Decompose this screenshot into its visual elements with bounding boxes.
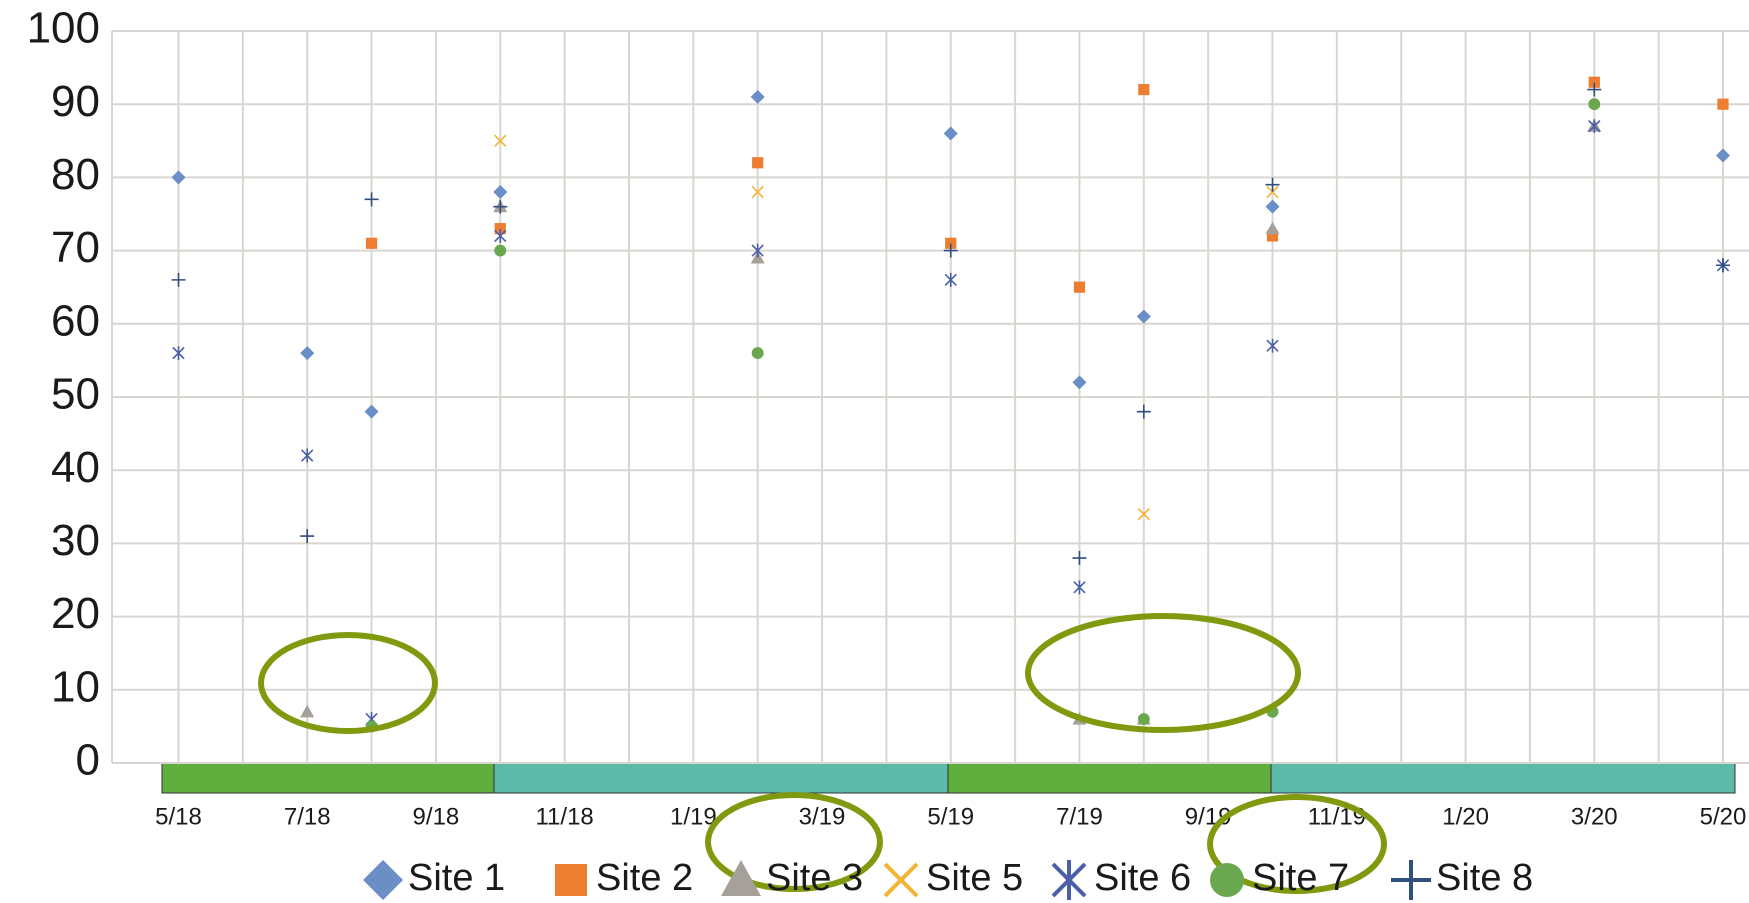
y-tick-label: 70 bbox=[51, 223, 100, 272]
y-tick-label: 100 bbox=[27, 4, 100, 53]
point bbox=[300, 704, 315, 718]
legend-label: Site 3 bbox=[766, 857, 863, 899]
point bbox=[494, 223, 506, 235]
point bbox=[494, 228, 507, 243]
point bbox=[300, 529, 315, 544]
legend-item: Site 6 bbox=[1051, 857, 1191, 900]
point bbox=[751, 185, 764, 199]
x-tick-label: 5/20 bbox=[1700, 803, 1747, 830]
y-tick-label: 50 bbox=[51, 370, 100, 419]
y-tick-label: 80 bbox=[51, 150, 100, 199]
legend-label: Site 2 bbox=[596, 857, 693, 899]
x-tick-label: 7/19 bbox=[1056, 803, 1103, 830]
point bbox=[493, 185, 508, 200]
point bbox=[364, 192, 379, 207]
legend-label: Site 8 bbox=[1436, 857, 1533, 899]
point bbox=[364, 404, 379, 419]
legend-label: Site 1 bbox=[408, 857, 505, 899]
point bbox=[365, 237, 378, 249]
point bbox=[1073, 281, 1086, 293]
x-tick-label: 3/20 bbox=[1571, 803, 1618, 830]
point bbox=[172, 346, 185, 361]
legend-item: Site 8 bbox=[1391, 857, 1533, 900]
legend-marker bbox=[883, 862, 919, 898]
point bbox=[171, 272, 186, 287]
point bbox=[1073, 580, 1086, 595]
y-tick-label: 40 bbox=[51, 443, 100, 492]
legend-label: Site 6 bbox=[1094, 857, 1191, 899]
point bbox=[1266, 185, 1279, 199]
legend-marker bbox=[363, 860, 403, 900]
legend-item: Site 1 bbox=[363, 857, 505, 900]
x-tick-label: 11/18 bbox=[535, 803, 593, 830]
point bbox=[494, 134, 507, 147]
highlight-ellipse bbox=[705, 792, 883, 892]
y-tick-label: 30 bbox=[51, 516, 100, 565]
y-tick-label: 60 bbox=[51, 296, 100, 345]
point bbox=[1266, 338, 1279, 353]
point bbox=[1716, 258, 1730, 273]
point bbox=[494, 244, 507, 257]
legend-label: Site 5 bbox=[926, 857, 1023, 899]
point bbox=[1265, 221, 1280, 235]
point bbox=[171, 170, 186, 185]
season-band bbox=[947, 762, 1272, 794]
point bbox=[945, 237, 957, 249]
point bbox=[751, 347, 764, 360]
season-band bbox=[1270, 762, 1736, 794]
x-tick-label: 5/19 bbox=[927, 803, 974, 830]
point bbox=[1265, 199, 1280, 214]
point bbox=[1716, 148, 1730, 163]
point bbox=[1717, 98, 1729, 110]
y-tick-label: 20 bbox=[51, 589, 100, 638]
point bbox=[1265, 177, 1280, 192]
x-tick-label: 7/18 bbox=[284, 803, 331, 830]
point bbox=[1137, 713, 1150, 726]
point bbox=[1137, 507, 1150, 521]
point bbox=[751, 243, 764, 258]
legend-marker bbox=[555, 864, 587, 896]
point bbox=[1587, 82, 1602, 97]
point bbox=[300, 346, 315, 361]
legend-marker bbox=[1210, 863, 1244, 897]
legend-marker bbox=[721, 860, 761, 896]
legend-item: Site 5 bbox=[883, 857, 1023, 899]
highlight-ellipse bbox=[1207, 794, 1387, 894]
point bbox=[1072, 551, 1087, 566]
point bbox=[1138, 83, 1150, 96]
point bbox=[1588, 119, 1601, 134]
point bbox=[944, 272, 957, 287]
x-tick-label: 3/19 bbox=[799, 803, 846, 830]
point bbox=[1136, 404, 1151, 419]
y-tick-label: 0 bbox=[76, 736, 100, 785]
legend-item: Site 3 bbox=[721, 857, 863, 899]
x-tick-label: 5/18 bbox=[155, 803, 202, 830]
legend-marker bbox=[1051, 860, 1087, 900]
legend-item: Site 7 bbox=[1210, 857, 1349, 899]
point bbox=[750, 89, 765, 104]
x-tick-label: 1/20 bbox=[1442, 803, 1489, 830]
highlight-ellipse bbox=[258, 632, 438, 734]
point bbox=[1136, 309, 1151, 324]
legend-item: Site 2 bbox=[555, 857, 693, 899]
point bbox=[943, 126, 958, 141]
point bbox=[493, 199, 508, 214]
highlight-ellipse bbox=[1025, 613, 1301, 733]
legend-label: Site 7 bbox=[1252, 857, 1349, 899]
point bbox=[1588, 98, 1601, 111]
x-tick-label: 1/19 bbox=[670, 803, 717, 830]
point bbox=[301, 448, 314, 463]
point bbox=[752, 157, 764, 169]
x-tick-label: 9/18 bbox=[413, 803, 460, 830]
point bbox=[1588, 76, 1600, 88]
point bbox=[943, 243, 958, 258]
y-tick-label: 10 bbox=[51, 662, 100, 711]
y-tick-label: 90 bbox=[51, 77, 100, 126]
point bbox=[1072, 375, 1087, 390]
season-band bbox=[493, 762, 949, 794]
plot-area: 0 10 20 30 40 50 60 70 80 90 100 5/18 7/18 9/18 11/18 1… bbox=[27, 4, 1749, 830]
legend-marker bbox=[1391, 860, 1431, 900]
season-band bbox=[161, 762, 495, 794]
